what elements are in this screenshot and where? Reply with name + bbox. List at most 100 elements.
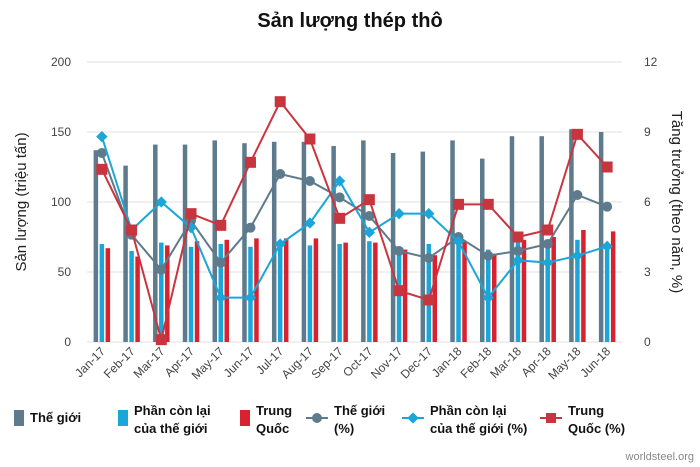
bar bbox=[343, 242, 348, 342]
bar bbox=[254, 238, 259, 342]
bar bbox=[159, 242, 164, 342]
bar bbox=[212, 140, 217, 342]
bar bbox=[367, 241, 372, 342]
bar bbox=[123, 165, 128, 342]
x-tick-label: Sep-17 bbox=[308, 344, 345, 381]
bar bbox=[390, 153, 396, 342]
legend-label-line: của thế giới (%) bbox=[430, 421, 527, 436]
bar bbox=[432, 255, 438, 342]
bar bbox=[135, 256, 140, 342]
bar bbox=[456, 241, 461, 342]
series-point bbox=[602, 201, 613, 212]
bar bbox=[99, 244, 105, 342]
x-tick-label: Jan-18 bbox=[429, 344, 465, 380]
legend-label-line: (%) bbox=[334, 421, 354, 436]
bar bbox=[569, 129, 574, 342]
series-point bbox=[482, 292, 494, 304]
x-tick-label: Dec-17 bbox=[398, 344, 435, 381]
series-point bbox=[482, 198, 494, 210]
series-point bbox=[423, 253, 434, 263]
bar bbox=[402, 249, 408, 342]
x-tick-label: May-17 bbox=[189, 344, 227, 382]
bar bbox=[420, 151, 426, 342]
bar bbox=[610, 231, 616, 342]
series-point bbox=[333, 175, 346, 187]
y-right-axis-title: Tăng trưởng (theo năm, %) bbox=[668, 111, 685, 293]
bar bbox=[93, 150, 99, 342]
series-point bbox=[96, 131, 108, 143]
bar bbox=[492, 253, 497, 342]
y-right-tick-label: 6 bbox=[644, 195, 651, 209]
bar bbox=[539, 136, 544, 342]
series-point bbox=[334, 212, 346, 224]
bar bbox=[361, 140, 366, 342]
bar bbox=[331, 146, 336, 342]
series-point bbox=[126, 224, 138, 236]
series-point bbox=[96, 148, 107, 158]
series-point bbox=[571, 250, 584, 262]
legend-label: Thế giới bbox=[30, 410, 81, 425]
series-point bbox=[304, 133, 316, 145]
bar bbox=[129, 251, 134, 342]
y-right-tick-label: 3 bbox=[644, 265, 651, 279]
legend-item: Trung Quốc (%) bbox=[540, 403, 625, 436]
series-point bbox=[304, 217, 316, 229]
y-right-tick-label: 12 bbox=[644, 55, 658, 69]
series-point bbox=[156, 264, 167, 275]
series-line bbox=[100, 99, 608, 340]
legend-item: Trung Quốc bbox=[240, 403, 292, 436]
series-point bbox=[423, 208, 435, 220]
bar bbox=[188, 246, 194, 342]
legend-label: Trung Quốc (%) bbox=[568, 403, 625, 436]
series-point bbox=[453, 198, 465, 210]
bar bbox=[373, 242, 378, 342]
bar bbox=[224, 239, 229, 342]
bar bbox=[271, 141, 277, 342]
series-point bbox=[274, 96, 286, 108]
bar bbox=[604, 246, 610, 342]
bar bbox=[242, 143, 247, 342]
y-right-tick-label: 9 bbox=[644, 125, 651, 139]
series-point bbox=[364, 211, 375, 221]
legend-marker bbox=[546, 413, 556, 423]
legend-swatch bbox=[240, 410, 250, 426]
legend-label-line: Quốc bbox=[256, 421, 289, 436]
x-tick-label: Jun-17 bbox=[221, 344, 257, 380]
series-point bbox=[542, 224, 554, 236]
series-point bbox=[275, 169, 286, 179]
bar bbox=[301, 141, 307, 342]
series-point bbox=[245, 222, 256, 233]
bar bbox=[277, 244, 283, 342]
x-tick-label: May-18 bbox=[545, 344, 583, 382]
legend-item: Thế giới bbox=[14, 410, 81, 426]
legend-item: Phần còn lại của thế giới (%) bbox=[402, 403, 527, 436]
bar bbox=[165, 245, 170, 342]
y-right-tick-label: 0 bbox=[644, 335, 651, 349]
bar bbox=[480, 158, 485, 342]
legend-label-line: Trung bbox=[256, 403, 292, 418]
bar bbox=[194, 241, 200, 342]
series-point bbox=[393, 285, 405, 297]
legend-label-line: Thế giới bbox=[30, 410, 81, 425]
bar bbox=[509, 136, 515, 342]
series-point bbox=[155, 334, 167, 346]
legend-swatch bbox=[118, 410, 128, 426]
bar bbox=[426, 244, 432, 342]
legend-label-line: Trung bbox=[568, 403, 604, 418]
series-point bbox=[393, 208, 405, 220]
series-point bbox=[572, 190, 583, 200]
series-point bbox=[542, 257, 554, 269]
x-tick-label: Jun-18 bbox=[577, 344, 613, 380]
legend-label: Thế giới (%) bbox=[334, 403, 385, 436]
series-point bbox=[334, 192, 345, 203]
series-point bbox=[542, 239, 553, 249]
legend-label-line: Phần còn lại bbox=[430, 403, 507, 418]
series-point bbox=[244, 292, 257, 304]
bar bbox=[337, 244, 342, 342]
y-left-tick-label: 100 bbox=[51, 195, 71, 209]
series-point bbox=[512, 254, 524, 266]
legend-label: Phần còn lại của thế giới (%) bbox=[430, 403, 527, 436]
series-point bbox=[483, 250, 494, 261]
bar bbox=[515, 239, 521, 342]
